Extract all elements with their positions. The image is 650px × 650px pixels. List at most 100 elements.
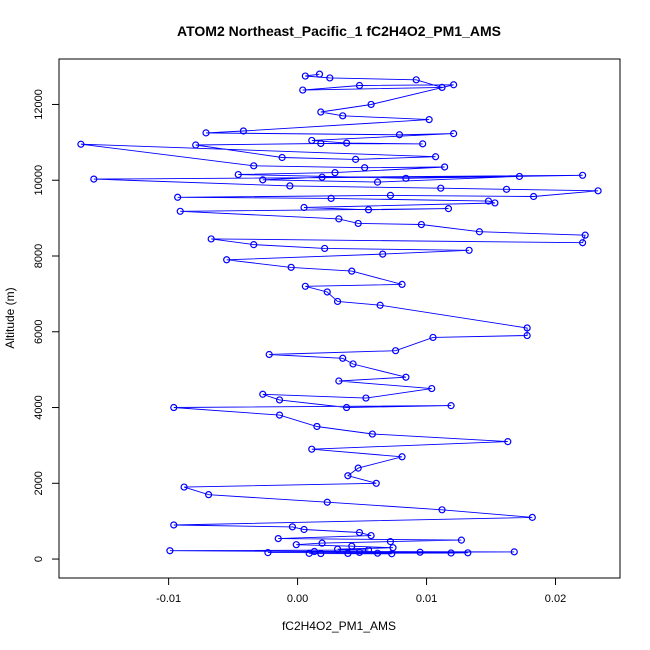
data-point <box>491 199 499 207</box>
chart-title: ATOM2 Northeast_Pacific_1 fC2H4O2_PM1_AM… <box>177 23 501 39</box>
data-point <box>361 164 369 172</box>
data-point <box>342 139 351 147</box>
data-point <box>170 521 178 529</box>
data-point <box>475 228 484 236</box>
x-tick-label: 0.00 <box>287 593 308 605</box>
data-point <box>450 130 458 138</box>
data-point <box>367 100 375 109</box>
y-axis-label: Altitude (m) <box>3 287 17 348</box>
data-point <box>581 231 589 239</box>
data-point <box>259 176 267 184</box>
data-point <box>323 498 331 506</box>
data-point <box>398 453 406 461</box>
data-point <box>386 538 395 546</box>
data-point <box>300 525 308 534</box>
data-point <box>234 170 242 179</box>
data-point <box>176 207 184 215</box>
data-point <box>437 184 445 192</box>
data-point <box>444 205 453 213</box>
data-point <box>192 141 200 149</box>
x-tick-label: 0.01 <box>416 593 437 605</box>
data-point <box>308 136 316 145</box>
data-point <box>362 394 370 402</box>
data-point <box>367 531 375 540</box>
data-point <box>429 333 437 342</box>
data-point <box>364 546 373 554</box>
data-point <box>428 384 436 393</box>
data-point <box>318 173 326 181</box>
data-point <box>174 193 182 201</box>
data-point <box>528 513 536 521</box>
data-point <box>523 324 531 332</box>
data-point <box>510 548 518 556</box>
data-point <box>419 140 427 148</box>
data-point <box>386 191 395 199</box>
data-point <box>275 411 284 419</box>
data-point <box>464 549 472 557</box>
data-point <box>288 523 297 531</box>
data-point <box>317 108 325 116</box>
data-point <box>299 86 307 94</box>
data-point <box>594 187 602 195</box>
data-point <box>202 129 210 137</box>
data-point <box>339 354 347 362</box>
data-point <box>286 182 294 190</box>
x-axis-label: fC2H4O2_PM1_AMS <box>282 619 396 633</box>
data-point <box>450 81 458 89</box>
x-axis: -0.01 0.00 0.01 0.02 <box>156 578 566 605</box>
data-point <box>364 206 373 214</box>
data-point <box>515 172 524 181</box>
data-point <box>484 197 493 205</box>
data-point <box>344 549 352 558</box>
data-point <box>368 430 376 438</box>
data-point <box>373 549 382 557</box>
data-point <box>372 479 380 487</box>
data-point <box>348 267 356 275</box>
data-point <box>578 239 587 247</box>
data-point <box>265 350 273 359</box>
data-point <box>342 403 351 412</box>
data-point <box>305 549 313 557</box>
data-point <box>398 280 406 289</box>
data-point <box>166 547 174 555</box>
data-point <box>287 263 295 271</box>
y-tick-label: 12000 <box>33 89 45 120</box>
data-point <box>326 74 334 82</box>
data-point <box>327 194 335 203</box>
data-point <box>301 282 309 290</box>
data-point <box>335 377 343 385</box>
data-point <box>90 175 98 183</box>
data-point <box>431 153 440 161</box>
x-tick-label: -0.01 <box>156 593 181 605</box>
data-point <box>355 528 364 537</box>
data-point <box>315 70 324 78</box>
data-point <box>388 550 396 558</box>
data-point <box>259 390 267 398</box>
data-point <box>323 288 331 296</box>
data-point <box>313 422 321 431</box>
data-point <box>447 402 455 410</box>
data-point <box>292 541 300 549</box>
data-point <box>355 81 364 90</box>
data-point <box>349 360 357 368</box>
data-point <box>379 250 387 258</box>
data-layer <box>77 70 602 558</box>
data-point <box>355 548 364 557</box>
data-point <box>170 403 178 412</box>
y-tick-label: 6000 <box>33 320 45 344</box>
y-tick-label: 2000 <box>33 471 45 495</box>
data-point <box>250 162 258 170</box>
data-point <box>308 445 316 453</box>
data-point <box>354 464 362 472</box>
series-line <box>80 73 599 555</box>
data-point <box>438 83 446 92</box>
data-point <box>502 185 511 193</box>
data-point <box>339 112 347 120</box>
data-point <box>523 331 531 340</box>
data-point <box>317 549 325 558</box>
y-tick-label: 0 <box>33 556 45 562</box>
data-point <box>333 545 342 553</box>
data-point <box>457 536 465 544</box>
data-point <box>250 241 258 249</box>
